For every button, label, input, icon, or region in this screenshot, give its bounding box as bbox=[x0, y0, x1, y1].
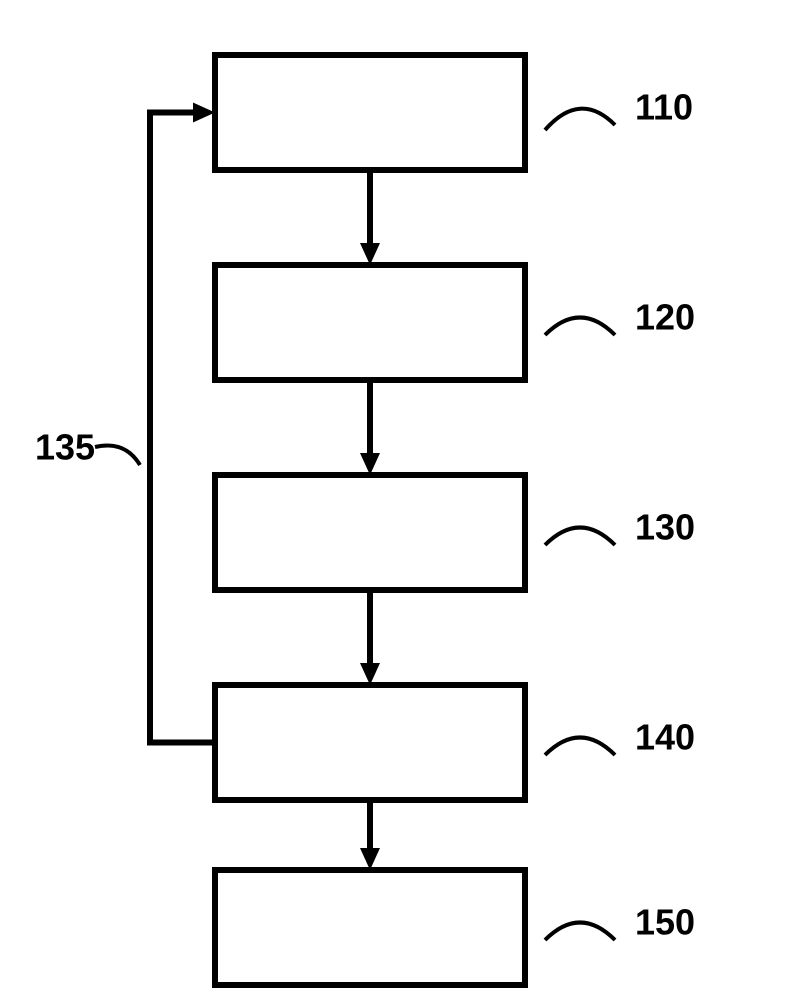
flow-node-b130 bbox=[215, 475, 525, 590]
label-110: 110 bbox=[635, 87, 693, 128]
label-lead-150 bbox=[545, 923, 615, 941]
arrow-head bbox=[193, 103, 215, 123]
flow-node-b110 bbox=[215, 55, 525, 170]
label-lead-110 bbox=[545, 109, 615, 130]
arrow-head bbox=[360, 848, 380, 870]
feedback-edge-140-110 bbox=[150, 113, 215, 743]
label-120: 120 bbox=[635, 297, 695, 338]
label-lead-135 bbox=[95, 445, 140, 465]
flow-node-b150 bbox=[215, 870, 525, 985]
arrow-head bbox=[360, 453, 380, 475]
label-lead-140 bbox=[545, 738, 615, 756]
arrow-head bbox=[360, 243, 380, 265]
label-150: 150 bbox=[635, 902, 695, 943]
label-140: 140 bbox=[635, 717, 695, 758]
flow-node-b140 bbox=[215, 685, 525, 800]
label-130: 130 bbox=[635, 507, 695, 548]
label-lead-130 bbox=[545, 528, 615, 546]
arrow-head bbox=[360, 663, 380, 685]
label-135: 135 bbox=[35, 427, 95, 468]
label-lead-120 bbox=[545, 318, 615, 336]
flow-node-b120 bbox=[215, 265, 525, 380]
